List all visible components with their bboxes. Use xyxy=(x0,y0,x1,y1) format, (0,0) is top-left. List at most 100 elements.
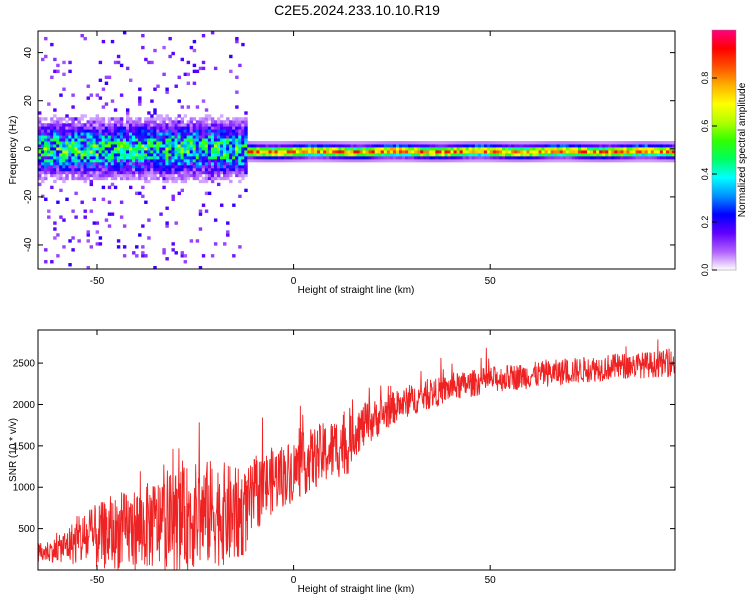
heatmap-cell xyxy=(353,147,357,151)
heatmap-cell xyxy=(83,152,87,157)
heatmap-cell xyxy=(159,167,163,172)
heatmap-cell xyxy=(165,129,169,133)
heatmap-cell xyxy=(171,176,175,181)
heatmap-cell xyxy=(653,152,658,157)
heatmap-cell xyxy=(238,164,242,169)
heatmap-cell xyxy=(201,170,206,175)
heatmap-cell xyxy=(514,150,518,154)
heatmap-cell xyxy=(668,158,673,163)
heatmap-cell xyxy=(177,99,181,103)
heatmap-cell xyxy=(408,152,412,157)
heatmap-cell xyxy=(156,170,160,175)
heatmap-cell xyxy=(53,147,57,151)
heatmap-cell xyxy=(268,150,272,154)
heatmap-cell xyxy=(216,167,221,172)
heatmap-cell xyxy=(210,254,215,258)
heatmap-cell xyxy=(477,158,482,163)
heatmap-cell xyxy=(207,176,212,181)
heatmap-cell xyxy=(165,87,169,91)
heatmap-cell xyxy=(56,147,60,151)
heatmap-cell xyxy=(671,150,675,154)
heatmap-cell xyxy=(562,147,567,151)
heatmap-cell xyxy=(183,260,188,264)
heatmap-cell xyxy=(38,155,42,160)
heatmap-cell xyxy=(220,132,224,136)
heatmap-cell xyxy=(411,150,415,154)
heatmap-cell xyxy=(186,105,191,109)
heatmap-cell xyxy=(68,147,72,151)
heatmap-cell xyxy=(232,123,236,127)
heatmap-cell xyxy=(129,167,133,172)
heatmap-cell xyxy=(71,120,75,124)
heatmap-cell xyxy=(47,135,51,139)
heatmap-cell xyxy=(647,147,652,151)
heatmap-cell xyxy=(362,144,366,148)
heatmap-cell xyxy=(95,221,100,225)
heatmap-cell xyxy=(165,179,169,184)
heatmap-cell xyxy=(514,141,518,145)
heatmap-cell xyxy=(62,170,66,175)
heatmap-cell xyxy=(198,167,203,172)
heatmap-cell xyxy=(235,164,239,169)
heatmap-cell xyxy=(220,126,224,130)
heatmap-cell xyxy=(86,84,90,88)
heatmap-cell xyxy=(402,144,406,148)
heatmap-cell xyxy=(77,147,81,151)
heatmap-cell xyxy=(216,120,221,124)
heatmap-cell xyxy=(405,155,409,160)
heatmap-cell xyxy=(532,152,536,157)
heatmap-cell xyxy=(65,164,69,169)
heatmap-cell xyxy=(107,152,112,157)
heatmap-cell xyxy=(110,99,115,103)
heatmap-cell xyxy=(80,170,84,175)
heatmap-cell xyxy=(119,161,124,166)
heatmap-cell xyxy=(138,138,142,142)
heatmap-cell xyxy=(468,141,473,145)
heatmap-cell xyxy=(95,152,100,157)
heatmap-cell xyxy=(180,144,184,148)
heatmap-cell xyxy=(68,167,72,172)
heatmap-cell xyxy=(159,117,163,121)
heatmap-cell xyxy=(41,167,45,172)
heatmap-cell xyxy=(435,141,439,145)
heatmap-cell xyxy=(138,150,142,154)
heatmap-cell xyxy=(68,155,72,160)
heatmap-cell xyxy=(568,144,573,148)
heatmap-cell xyxy=(98,173,103,178)
heatmap-cell xyxy=(98,150,103,154)
heatmap-cell xyxy=(65,120,69,124)
heatmap-cell xyxy=(556,141,561,145)
heatmap-cell xyxy=(95,164,100,169)
heatmap-cell xyxy=(286,158,291,163)
heatmap-cell xyxy=(374,141,379,145)
heatmap-cell xyxy=(168,167,172,172)
heatmap-cell xyxy=(438,141,442,145)
heatmap-cell xyxy=(499,155,503,160)
heatmap-cell xyxy=(541,152,545,157)
heatmap-cell xyxy=(98,152,103,157)
heatmap-cell xyxy=(53,158,57,163)
heatmap-cell xyxy=(116,117,121,121)
heatmap-cell xyxy=(241,42,245,47)
heatmap-cell xyxy=(47,158,51,163)
heatmap-cell xyxy=(92,141,97,145)
heatmap-cell xyxy=(38,164,42,169)
heatmap-cell xyxy=(444,147,448,151)
heatmap-cell xyxy=(129,185,133,190)
chart-title: C2E5.2024.233.10.10.R19 xyxy=(274,2,440,18)
heatmap-cell xyxy=(538,152,542,157)
heatmap-cell xyxy=(486,144,491,148)
heatmap-cell xyxy=(505,155,509,160)
heatmap-cell xyxy=(113,147,118,151)
heatmap-cell xyxy=(156,161,160,166)
heatmap-cell xyxy=(125,144,130,148)
heatmap-cell xyxy=(402,155,406,160)
heatmap-cell xyxy=(289,147,294,151)
heatmap-cell xyxy=(138,99,142,103)
heatmap-cell xyxy=(544,155,548,160)
colorbar-label: Normalized spectral amplitude xyxy=(737,82,748,217)
heatmap-cell xyxy=(456,150,461,154)
heatmap-cell xyxy=(122,152,127,157)
heatmap-cell xyxy=(198,66,203,71)
heatmap-cell xyxy=(204,129,209,133)
